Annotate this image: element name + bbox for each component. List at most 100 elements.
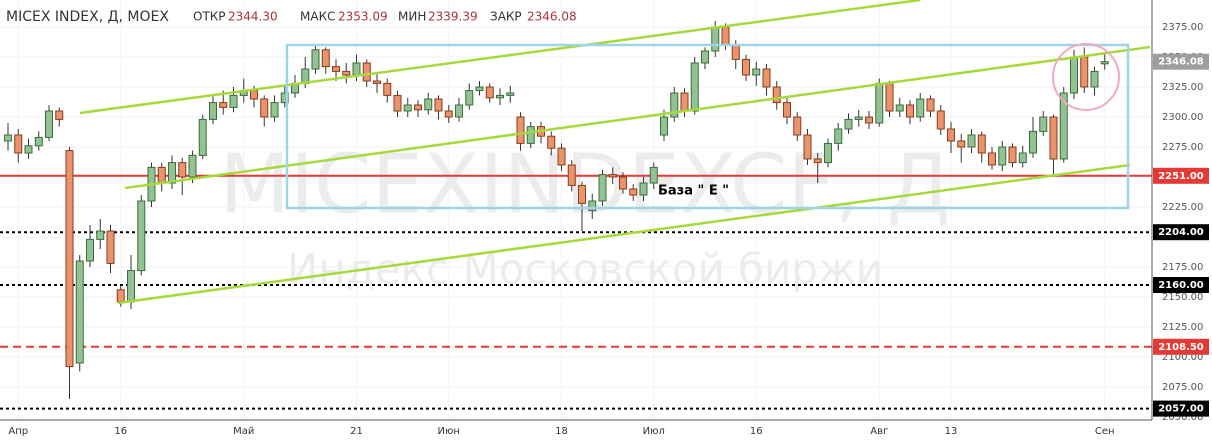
candle-body [711,26,720,52]
candle-body [34,136,43,147]
candle-body [424,98,433,111]
drawings [79,0,1151,305]
x-tick-label: 18 [555,426,568,437]
candle-body [895,104,904,112]
candle-body [608,174,617,178]
candle-body [670,92,679,118]
trend-line [117,163,1131,305]
candle-body [752,68,761,76]
candle-body [619,176,627,190]
candle-body [229,94,238,108]
candle-body [588,200,597,212]
candle-body [731,44,740,60]
candle-body [578,184,586,204]
level-label-box [1153,277,1209,293]
candle-body [352,62,361,76]
candle-body [86,238,94,262]
candle-body [106,230,115,264]
candle-body [403,104,412,112]
candle-body [854,116,863,120]
level-label-box [1153,400,1209,417]
candle-body [598,174,607,202]
candle-body [649,166,658,184]
x-tick-label: Июл [643,426,665,437]
candle-body [885,82,894,112]
y-tick-label: 2150.00 [1162,292,1203,303]
candle-body [209,102,217,120]
trend-line [79,0,921,115]
candle-body [250,90,258,100]
candle-body [434,98,443,112]
candle-body [1070,56,1078,94]
candle-body [373,80,381,84]
candle-body [783,102,791,118]
candle-body [629,188,638,196]
candle-body [188,154,197,178]
candle-body [926,98,935,112]
candle-body [701,50,709,64]
ohlc-name: ОТКР [193,10,226,24]
x-tick-label: Апр [8,426,28,437]
candle-body [1008,146,1017,164]
candle-body [998,146,1007,166]
ohlc-name: МАКС [300,10,335,24]
y-tick-label: 2375.00 [1162,22,1203,33]
candle-body [1049,116,1058,160]
candle-body [516,116,525,144]
candle-body [475,86,484,92]
level-label-box [1153,167,1209,184]
candle-body [680,92,689,112]
x-tick-label: Июн [438,426,460,437]
candle-body [4,134,12,142]
header: MICEX INDEX, Д, MOEX ОТКР 2344.30 МАКС 2… [6,9,577,25]
candle-body [988,152,996,166]
y-tick-label: 2100.00 [1162,352,1203,363]
level-label: 2251.00 [1158,171,1204,182]
candle-body [362,62,371,82]
candle-body [1090,70,1099,88]
price-axis [1152,0,1212,441]
candle-body [762,68,771,88]
candle-body [916,98,925,118]
range-box [285,43,1130,210]
candle-body [824,142,832,164]
levels [0,174,1152,410]
candle-body [332,66,340,72]
x-tick-label: 16 [114,426,127,437]
ohlc-value: 2344.30 [228,10,278,24]
candle-body [55,110,64,120]
candle-body [526,126,535,144]
y-tick-label: 2075.00 [1162,382,1203,393]
candle-body [875,82,884,124]
axis-labels: 2050.00 2075.00 2100.00 2125.00 2150.00 2175.… [8,22,1209,437]
candle-body [660,116,668,136]
candle-body [311,49,320,70]
candle-body [547,135,556,149]
candle-body [803,134,812,160]
y-tick-label: 2125.00 [1162,322,1203,333]
candle-body [14,134,23,154]
candle-body [772,86,781,104]
candle-body [793,116,802,136]
last-price-box [1153,53,1209,70]
candle-body [865,116,873,124]
level-label-box [1153,338,1209,355]
candle-body [906,104,914,118]
ohlc-value: 2339.39 [428,10,478,24]
ohlc-value: 2346.08 [527,10,577,24]
candle-body [742,58,750,76]
candle-body [834,128,843,144]
candle-body [947,128,955,142]
x-tick-label: Сен [1095,426,1115,437]
level-label: 2204.00 [1158,227,1204,238]
symbol: MICEX INDEX, Д, MOEX [6,9,169,25]
candle-body [137,200,146,272]
candle-body [1039,116,1048,132]
candle-body [45,110,53,138]
candle-body [127,270,135,303]
candle-body [1029,130,1037,154]
candle-body [1080,56,1089,88]
level-label: 2160.00 [1158,280,1204,291]
